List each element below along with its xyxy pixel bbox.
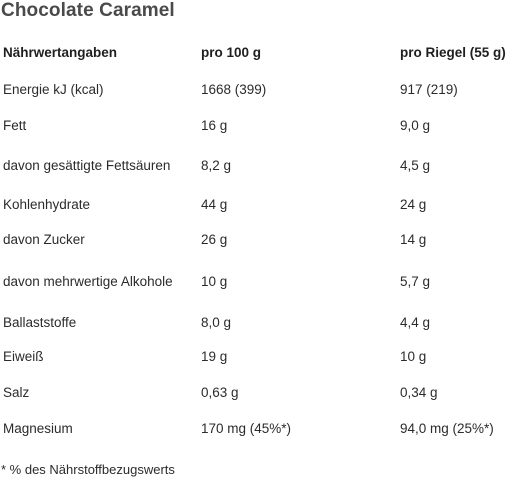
value-per-bar: 917 (219) [400, 82, 458, 97]
value-per-100g: 8,2 g [201, 157, 232, 173]
nutrient-name: Kohlenhydrate [3, 197, 91, 212]
table-header-row: Nährwertangaben pro 100 g pro Riegel (55… [0, 32, 524, 72]
column-header-nutrient: Nährwertangaben [3, 44, 118, 60]
nutrient-name: Fett [3, 117, 27, 133]
value-per-100g: 19 g [201, 348, 228, 364]
footnote: * % des Nährstoffbezugswerts [1, 462, 175, 477]
column-header-per-bar: pro Riegel (55 g) [400, 44, 506, 60]
table-row: Fett 16 g 9,0 g [0, 107, 524, 143]
value-per-100g: 0,63 g [201, 384, 239, 400]
value-per-bar: 24 g [400, 197, 427, 212]
nutrient-name: Ballaststoffe [3, 314, 77, 330]
table-row: Ballaststoffe 8,0 g 4,4 g [0, 306, 524, 338]
nutrient-name: Energie kJ (kcal) [3, 82, 104, 97]
value-per-100g: 1668 (399) [201, 82, 267, 97]
nutrient-name: Magnesium [3, 420, 73, 436]
table-row: davon gesättigte Fettsäuren 8,2 g 4,5 g [0, 143, 524, 187]
value-per-bar: 5,7 g [400, 273, 431, 289]
value-per-bar: 9,0 g [400, 117, 431, 133]
value-per-100g: 16 g [201, 117, 228, 133]
value-per-bar: 14 g [400, 231, 427, 247]
table-row: davon Zucker 26 g 14 g [0, 222, 524, 256]
value-per-bar: 10 g [400, 348, 427, 364]
value-per-100g: 8,0 g [201, 314, 232, 330]
value-per-100g: 170 mg (45%*) [201, 420, 292, 436]
value-per-100g: 44 g [201, 197, 228, 212]
nutrition-table: Nährwertangaben pro 100 g pro Riegel (55… [0, 32, 524, 446]
nutrient-name: davon Zucker [3, 231, 85, 247]
value-per-bar: 0,34 g [400, 384, 438, 400]
table-row: Energie kJ (kcal) 1668 (399) 917 (219) [0, 72, 524, 107]
table-row: davon mehrwertige Alkohole 10 g 5,7 g [0, 256, 524, 306]
nutrient-name: Eiweiß [3, 348, 44, 364]
value-per-bar: 4,5 g [400, 157, 431, 173]
nutrient-name: davon mehrwertige Alkohole [3, 273, 173, 289]
nutrient-name: davon gesättigte Fettsäuren [3, 157, 171, 173]
nutrient-name: Salz [3, 384, 30, 400]
table-row: Magnesium 170 mg (45%*) 94,0 mg (25%*) [0, 410, 524, 446]
table-row: Kohlenhydrate 44 g 24 g [0, 187, 524, 222]
table-row: Salz 0,63 g 0,34 g [0, 374, 524, 410]
value-per-bar: 94,0 mg (25%*) [400, 420, 494, 436]
column-header-per-100g: pro 100 g [201, 44, 262, 60]
table-row: Eiweiß 19 g 10 g [0, 338, 524, 374]
value-per-100g: 26 g [201, 231, 228, 247]
page-title: Chocolate Caramel [1, 0, 175, 21]
value-per-bar: 4,4 g [400, 314, 431, 330]
value-per-100g: 10 g [201, 273, 228, 289]
